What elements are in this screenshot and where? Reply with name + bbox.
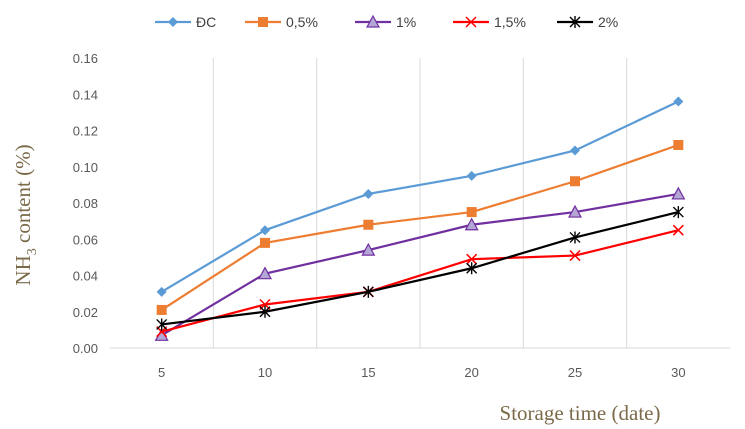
data-point (673, 140, 684, 150)
y-axis: 0.00 0.02 0.04 0.06 0.08 0.10 0.12 0.14 0.16 (73, 51, 98, 356)
data-point (156, 286, 167, 297)
data-point (258, 17, 268, 27)
data-point (464, 217, 479, 231)
series (156, 140, 684, 315)
data-point (257, 266, 273, 280)
series-line (161, 143, 679, 311)
data-point (672, 206, 684, 219)
data-point (466, 170, 477, 181)
x-tick-label: 15 (361, 365, 375, 380)
series (156, 206, 684, 331)
series-line (161, 192, 679, 337)
data-point (168, 17, 178, 27)
legend-item: 1,5% (453, 14, 526, 30)
plot-area (154, 96, 686, 341)
data-point (570, 176, 580, 187)
data-point (672, 224, 684, 236)
series-line (161, 210, 679, 326)
legend-label: 1% (396, 14, 416, 30)
legend-label: 2% (598, 14, 618, 30)
data-point (156, 304, 167, 315)
data-point (466, 253, 478, 265)
y-tick-label: 0.06 (73, 232, 98, 247)
data-point (362, 285, 374, 298)
grid (110, 58, 730, 349)
legend-label: 0,5% (286, 14, 318, 30)
x-tick-label: 10 (258, 365, 272, 380)
data-point (156, 318, 168, 331)
legend: ĐC 0,5% 1% 1,5% 2% (155, 14, 618, 30)
series (156, 96, 684, 297)
legend-item: ĐC (155, 14, 216, 30)
data-point (569, 16, 581, 28)
y-tick-label: 0.00 (73, 341, 98, 356)
data-point (465, 16, 477, 28)
data-point (363, 188, 374, 199)
data-point (365, 14, 381, 28)
legend-label: ĐC (196, 14, 216, 30)
series (154, 186, 686, 341)
x-axis-title: Storage time (date) (500, 401, 661, 425)
data-point (260, 237, 270, 248)
data-point (570, 145, 580, 156)
x-tick-label: 20 (464, 365, 478, 380)
y-axis-title: NH3 content (%) (11, 144, 40, 285)
x-tick-label: 30 (671, 365, 685, 380)
data-point (569, 250, 581, 262)
y-tick-label: 0.16 (73, 51, 98, 66)
data-point (260, 225, 270, 236)
y-tick-label: 0.02 (73, 305, 98, 320)
x-tick-label: 25 (568, 365, 582, 380)
data-point (466, 207, 477, 218)
series-line (161, 100, 679, 293)
legend-item: 2% (557, 14, 618, 30)
x-axis: 5 10 15 20 25 30 (158, 365, 686, 380)
legend-label: 1,5% (494, 14, 526, 30)
y-tick-label: 0.10 (73, 160, 98, 175)
data-point (673, 96, 684, 107)
data-point (361, 242, 376, 256)
y-tick-label: 0.12 (73, 124, 98, 139)
y-tick-label: 0.08 (73, 196, 98, 211)
data-point (671, 186, 686, 200)
legend-item: 0,5% (245, 14, 318, 30)
data-point (363, 219, 374, 230)
y-tick-label: 0.14 (73, 87, 98, 102)
data-point (259, 305, 271, 318)
data-point (466, 262, 478, 275)
x-tick-label: 5 (158, 365, 165, 380)
legend-item: 1% (355, 14, 416, 30)
data-point (569, 231, 581, 244)
series-line (161, 229, 679, 333)
data-point (567, 204, 583, 218)
y-tick-label: 0.04 (73, 269, 98, 284)
